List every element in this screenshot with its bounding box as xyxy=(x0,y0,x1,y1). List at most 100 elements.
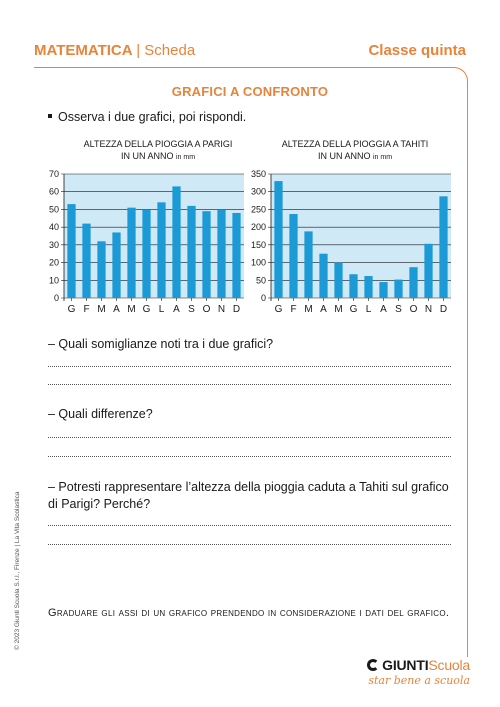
bar xyxy=(157,202,166,298)
x-tick-label: A xyxy=(113,304,120,315)
bar xyxy=(379,282,388,298)
chart-tahiti: ALTEZZA DELLA PIOGGIA A TAHITI IN UN ANN… xyxy=(245,138,460,318)
x-tick-label: A xyxy=(320,304,327,315)
bar xyxy=(97,241,106,298)
chart-title: ALTEZZA DELLA PIOGGIA A TAHITI IN UN ANN… xyxy=(245,138,465,164)
instruction: Osserva i due grafici, poi rispondi. xyxy=(48,110,246,124)
x-tick-label: A xyxy=(173,304,180,315)
answer-line[interactable] xyxy=(48,456,451,457)
chart-title-line1: ALTEZZA DELLA PIOGGIA A PARIGI xyxy=(83,139,233,149)
bar xyxy=(439,196,448,298)
chart-paris: ALTEZZA DELLA PIOGGIA A PARIGI IN UN ANN… xyxy=(40,138,250,318)
grade-label: Classe quinta xyxy=(368,42,466,59)
publisher-logo: GIUNTIScuola star bene a scuola xyxy=(367,657,470,687)
y-tick-label: 200 xyxy=(251,222,266,232)
bar xyxy=(172,186,181,298)
x-tick-label: G xyxy=(350,304,358,315)
x-tick-label: O xyxy=(203,304,211,315)
bar xyxy=(217,209,226,298)
bar xyxy=(364,276,373,298)
chart-title: ALTEZZA DELLA PIOGGIA A PARIGI IN UN ANN… xyxy=(48,138,268,164)
x-tick-label: M xyxy=(304,304,312,315)
copyright: © 2023 Giunti Scuola S.r.l., Firenze | L… xyxy=(14,491,21,650)
bar xyxy=(424,243,433,298)
x-tick-label: S xyxy=(395,304,402,315)
x-tick-label: M xyxy=(97,304,105,315)
bar xyxy=(349,274,358,298)
chart-unit: in mm xyxy=(175,154,196,161)
subject-label: MATEMATICA | Scheda xyxy=(34,42,195,59)
bar xyxy=(304,231,313,298)
x-tick-label: A xyxy=(380,304,387,315)
x-tick-label: G xyxy=(275,304,283,315)
bar xyxy=(127,207,136,298)
giunti-circle-icon xyxy=(367,659,380,671)
y-tick-label: 0 xyxy=(261,293,266,303)
page-frame xyxy=(34,67,468,657)
y-tick-label: 50 xyxy=(256,275,266,285)
bar xyxy=(232,212,241,298)
question-2: – Quali differenze? xyxy=(48,407,153,421)
answer-line[interactable] xyxy=(48,384,451,385)
bar xyxy=(187,205,196,298)
x-tick-label: L xyxy=(159,304,165,315)
x-tick-label: G xyxy=(143,304,151,315)
bar xyxy=(394,279,403,298)
answer-line[interactable] xyxy=(48,437,451,438)
y-tick-label: 30 xyxy=(49,240,59,250)
y-tick-label: 70 xyxy=(49,169,59,179)
x-tick-label: O xyxy=(410,304,418,315)
chart-unit: in mm xyxy=(372,154,393,161)
instruction-text: Osserva i due grafici, poi rispondi. xyxy=(58,110,247,124)
plot-area xyxy=(271,174,451,298)
x-tick-label: G xyxy=(68,304,76,315)
logo-giunti: GIUNTI xyxy=(382,657,429,673)
bar xyxy=(112,232,121,298)
bar xyxy=(202,211,211,298)
x-tick-label: F xyxy=(290,304,296,315)
bar xyxy=(274,181,283,298)
answer-line[interactable] xyxy=(48,544,451,545)
x-tick-label: N xyxy=(425,304,432,315)
y-tick-label: 150 xyxy=(251,240,266,250)
x-tick-label: D xyxy=(233,304,240,315)
plot-area xyxy=(64,174,244,298)
chart-title-line2: IN UN ANNO xyxy=(120,151,174,161)
x-tick-label: M xyxy=(127,304,135,315)
y-tick-label: 300 xyxy=(251,187,266,197)
question-3: – Potresti rappresentare l’altezza della… xyxy=(48,480,449,511)
question-1: – Quali somiglianze noti tra i due grafi… xyxy=(48,337,274,351)
sheet-label: Scheda xyxy=(144,42,196,59)
bar xyxy=(319,253,328,298)
logo-scuola: Scuola xyxy=(428,657,470,673)
x-tick-label: N xyxy=(218,304,225,315)
y-tick-label: 20 xyxy=(49,258,59,268)
page-header: MATEMATICA | Scheda Classe quinta xyxy=(34,42,466,64)
y-tick-label: 250 xyxy=(251,204,266,214)
answer-line[interactable] xyxy=(48,525,451,526)
logo-tagline: star bene a scuola xyxy=(368,674,470,687)
y-tick-label: 10 xyxy=(49,275,59,285)
bar xyxy=(289,214,298,298)
bar xyxy=(82,223,91,298)
chart-title-line1: ALTEZZA DELLA PIOGGIA A TAHITI xyxy=(281,139,429,149)
teacher-note: Graduare gli assi di un grafico prendend… xyxy=(48,607,450,619)
y-tick-label: 60 xyxy=(49,187,59,197)
bar xyxy=(142,209,151,298)
x-tick-label: D xyxy=(440,304,447,315)
bar xyxy=(334,262,343,298)
y-tick-label: 350 xyxy=(251,169,266,179)
y-tick-label: 40 xyxy=(49,222,59,232)
x-tick-label: M xyxy=(334,304,342,315)
x-tick-label: L xyxy=(366,304,372,315)
x-tick-label: F xyxy=(83,304,89,315)
header-separator: | xyxy=(136,42,141,59)
bullet-icon xyxy=(48,113,52,118)
y-tick-label: 100 xyxy=(251,258,266,268)
y-tick-label: 0 xyxy=(54,293,59,303)
answer-line[interactable] xyxy=(48,366,451,367)
bar xyxy=(409,267,418,298)
chart-title-line2: IN UN ANNO xyxy=(317,151,371,161)
bar xyxy=(67,204,76,298)
